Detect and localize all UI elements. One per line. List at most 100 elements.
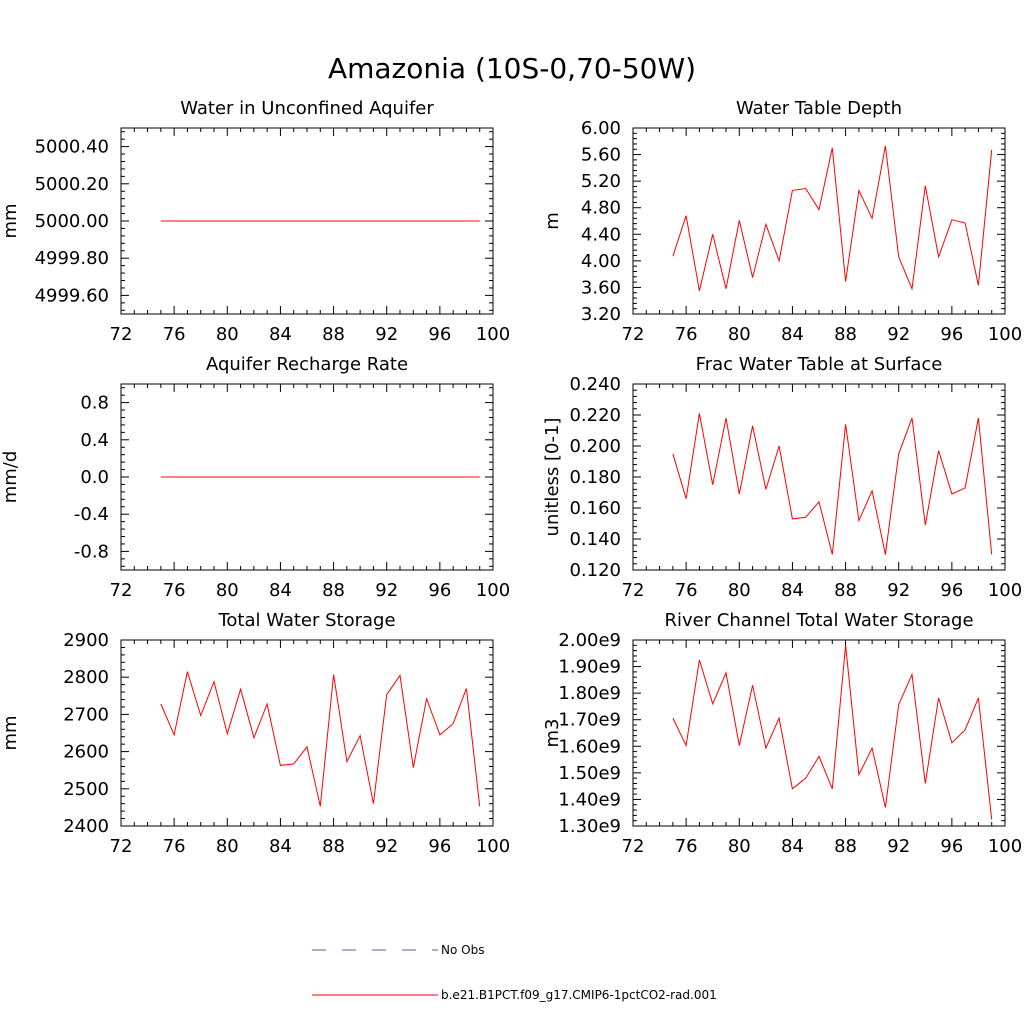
x-tick-label: 96 [940, 324, 963, 345]
y-tick-label: 0.240 [569, 374, 621, 395]
series-line [672, 413, 993, 555]
panel-title: Water Table Depth [736, 98, 902, 119]
y-axis-label: mm [0, 715, 21, 750]
y-axis-label: m3 [542, 719, 563, 748]
x-tick-label: 84 [269, 324, 292, 345]
y-tick-label: 0.180 [569, 467, 621, 488]
y-tick-label: 0.160 [569, 498, 621, 519]
panel-3: Aquifer Recharge Rate mm/d 72 76 80 84 88 92 96 1… [0, 354, 510, 601]
x-tick-label: 100 [476, 836, 510, 857]
y-tick-label: 2600 [63, 742, 109, 763]
y-tick-label: 0.8 [80, 393, 109, 414]
x-tick-label: 76 [675, 324, 698, 345]
panel-title: River Channel Total Water Storage [664, 610, 973, 631]
y-tick-label: 2900 [63, 630, 109, 651]
panel-6: River Channel Total Water Storage m3 72 76 8… [542, 610, 1022, 857]
y-tick-label: 0.140 [569, 529, 621, 550]
panel-title: Total Water Storage [217, 610, 395, 631]
y-tick-label: 5000.40 [35, 137, 109, 158]
y-tick-label: 5.20 [581, 171, 621, 192]
y-tick-label: 2700 [63, 704, 109, 725]
legend-label-no-obs: No Obs [441, 943, 484, 957]
y-tick-label: 3.60 [581, 277, 621, 298]
y-tick-label: 5.60 [581, 145, 621, 166]
y-tick-label: 0.4 [80, 430, 109, 451]
x-tick-label: 96 [428, 580, 451, 601]
x-tick-label: 80 [728, 836, 751, 857]
x-tick-label: 92 [375, 836, 398, 857]
y-tick-label: 4.80 [581, 198, 621, 219]
x-tick-label: 96 [940, 836, 963, 857]
panels: Water in Unconfined Aquifer mm 72 76 80 84 88 9… [0, 98, 1022, 857]
y-tick-label: 1.90e9 [558, 657, 621, 678]
panel-title: Aquifer Recharge Rate [206, 354, 408, 375]
y-tick-label: 0.120 [569, 560, 621, 581]
x-tick-label: 76 [163, 324, 186, 345]
x-tick-label: 100 [988, 580, 1022, 601]
x-tick-label: 80 [728, 324, 751, 345]
x-tick-label: 100 [988, 836, 1022, 857]
x-tick-label: 88 [322, 580, 345, 601]
x-tick-label: 100 [988, 324, 1022, 345]
y-axis-label: m [542, 212, 563, 230]
x-tick-label: 92 [375, 324, 398, 345]
x-tick-label: 80 [216, 836, 239, 857]
plot-frame [632, 127, 1006, 315]
series-line [672, 145, 993, 291]
x-tick-label: 88 [322, 836, 345, 857]
x-tick-label: 92 [887, 580, 910, 601]
y-tick-label: 5000.00 [35, 211, 109, 232]
y-tick-label: 1.30e9 [558, 816, 621, 837]
x-tick-label: 72 [622, 324, 645, 345]
x-tick-label: 80 [216, 324, 239, 345]
series-line [672, 645, 993, 820]
panel-title: Frac Water Table at Surface [696, 354, 943, 375]
y-tick-label: 0.220 [569, 405, 621, 426]
y-axis-label: unitless [0-1] [542, 418, 563, 537]
y-tick-label: 2500 [63, 779, 109, 800]
plot-frame [632, 383, 1006, 571]
y-tick-label: -0.8 [74, 541, 109, 562]
x-tick-label: 76 [675, 580, 698, 601]
x-tick-label: 84 [269, 836, 292, 857]
x-tick-label: 88 [322, 324, 345, 345]
x-tick-label: 84 [781, 836, 804, 857]
y-tick-label: 1.70e9 [558, 710, 621, 731]
x-tick-label: 88 [834, 580, 857, 601]
main-title: Amazonia (10S-0,70-50W) [328, 52, 696, 85]
x-tick-label: 84 [269, 580, 292, 601]
y-tick-label: 0.200 [569, 436, 621, 457]
panel-4: Frac Water Table at Surface unitless [0-1… [542, 354, 1022, 601]
x-tick-label: 72 [110, 580, 133, 601]
legend: No Obs b.e21.B1PCT.f09_g17.CMIP6-1pctCO2… [312, 943, 717, 1002]
x-tick-label: 100 [476, 324, 510, 345]
legend-label-model: b.e21.B1PCT.f09_g17.CMIP6-1pctCO2-rad.00… [441, 988, 717, 1002]
y-tick-label: 3.20 [581, 304, 621, 325]
y-tick-label: 5000.20 [35, 174, 109, 195]
x-tick-label: 76 [163, 836, 186, 857]
x-tick-label: 92 [375, 580, 398, 601]
y-tick-label: 2400 [63, 816, 109, 837]
y-tick-label: 6.00 [581, 118, 621, 139]
x-tick-label: 100 [476, 580, 510, 601]
x-tick-label: 80 [728, 580, 751, 601]
y-tick-label: 1.80e9 [558, 683, 621, 704]
y-tick-label: 4999.60 [35, 285, 109, 306]
series-line [160, 671, 481, 807]
x-tick-label: 80 [216, 580, 239, 601]
x-tick-label: 92 [887, 324, 910, 345]
y-tick-label: -0.4 [74, 504, 109, 525]
y-tick-label: 0.0 [80, 467, 109, 488]
y-tick-label: 2800 [63, 667, 109, 688]
x-tick-label: 84 [781, 580, 804, 601]
panel-1: Water in Unconfined Aquifer mm 72 76 80 84 88 9… [0, 98, 510, 345]
y-tick-label: 2.00e9 [558, 630, 621, 651]
x-tick-label: 72 [110, 836, 133, 857]
panel-2: Water Table Depth m 72 76 80 84 88 92 96 100 3.20 3… [542, 98, 1022, 345]
y-tick-label: 4.40 [581, 224, 621, 245]
x-tick-label: 96 [428, 836, 451, 857]
plot-frame [120, 639, 494, 827]
x-tick-label: 84 [781, 324, 804, 345]
y-tick-label: 4.00 [581, 251, 621, 272]
